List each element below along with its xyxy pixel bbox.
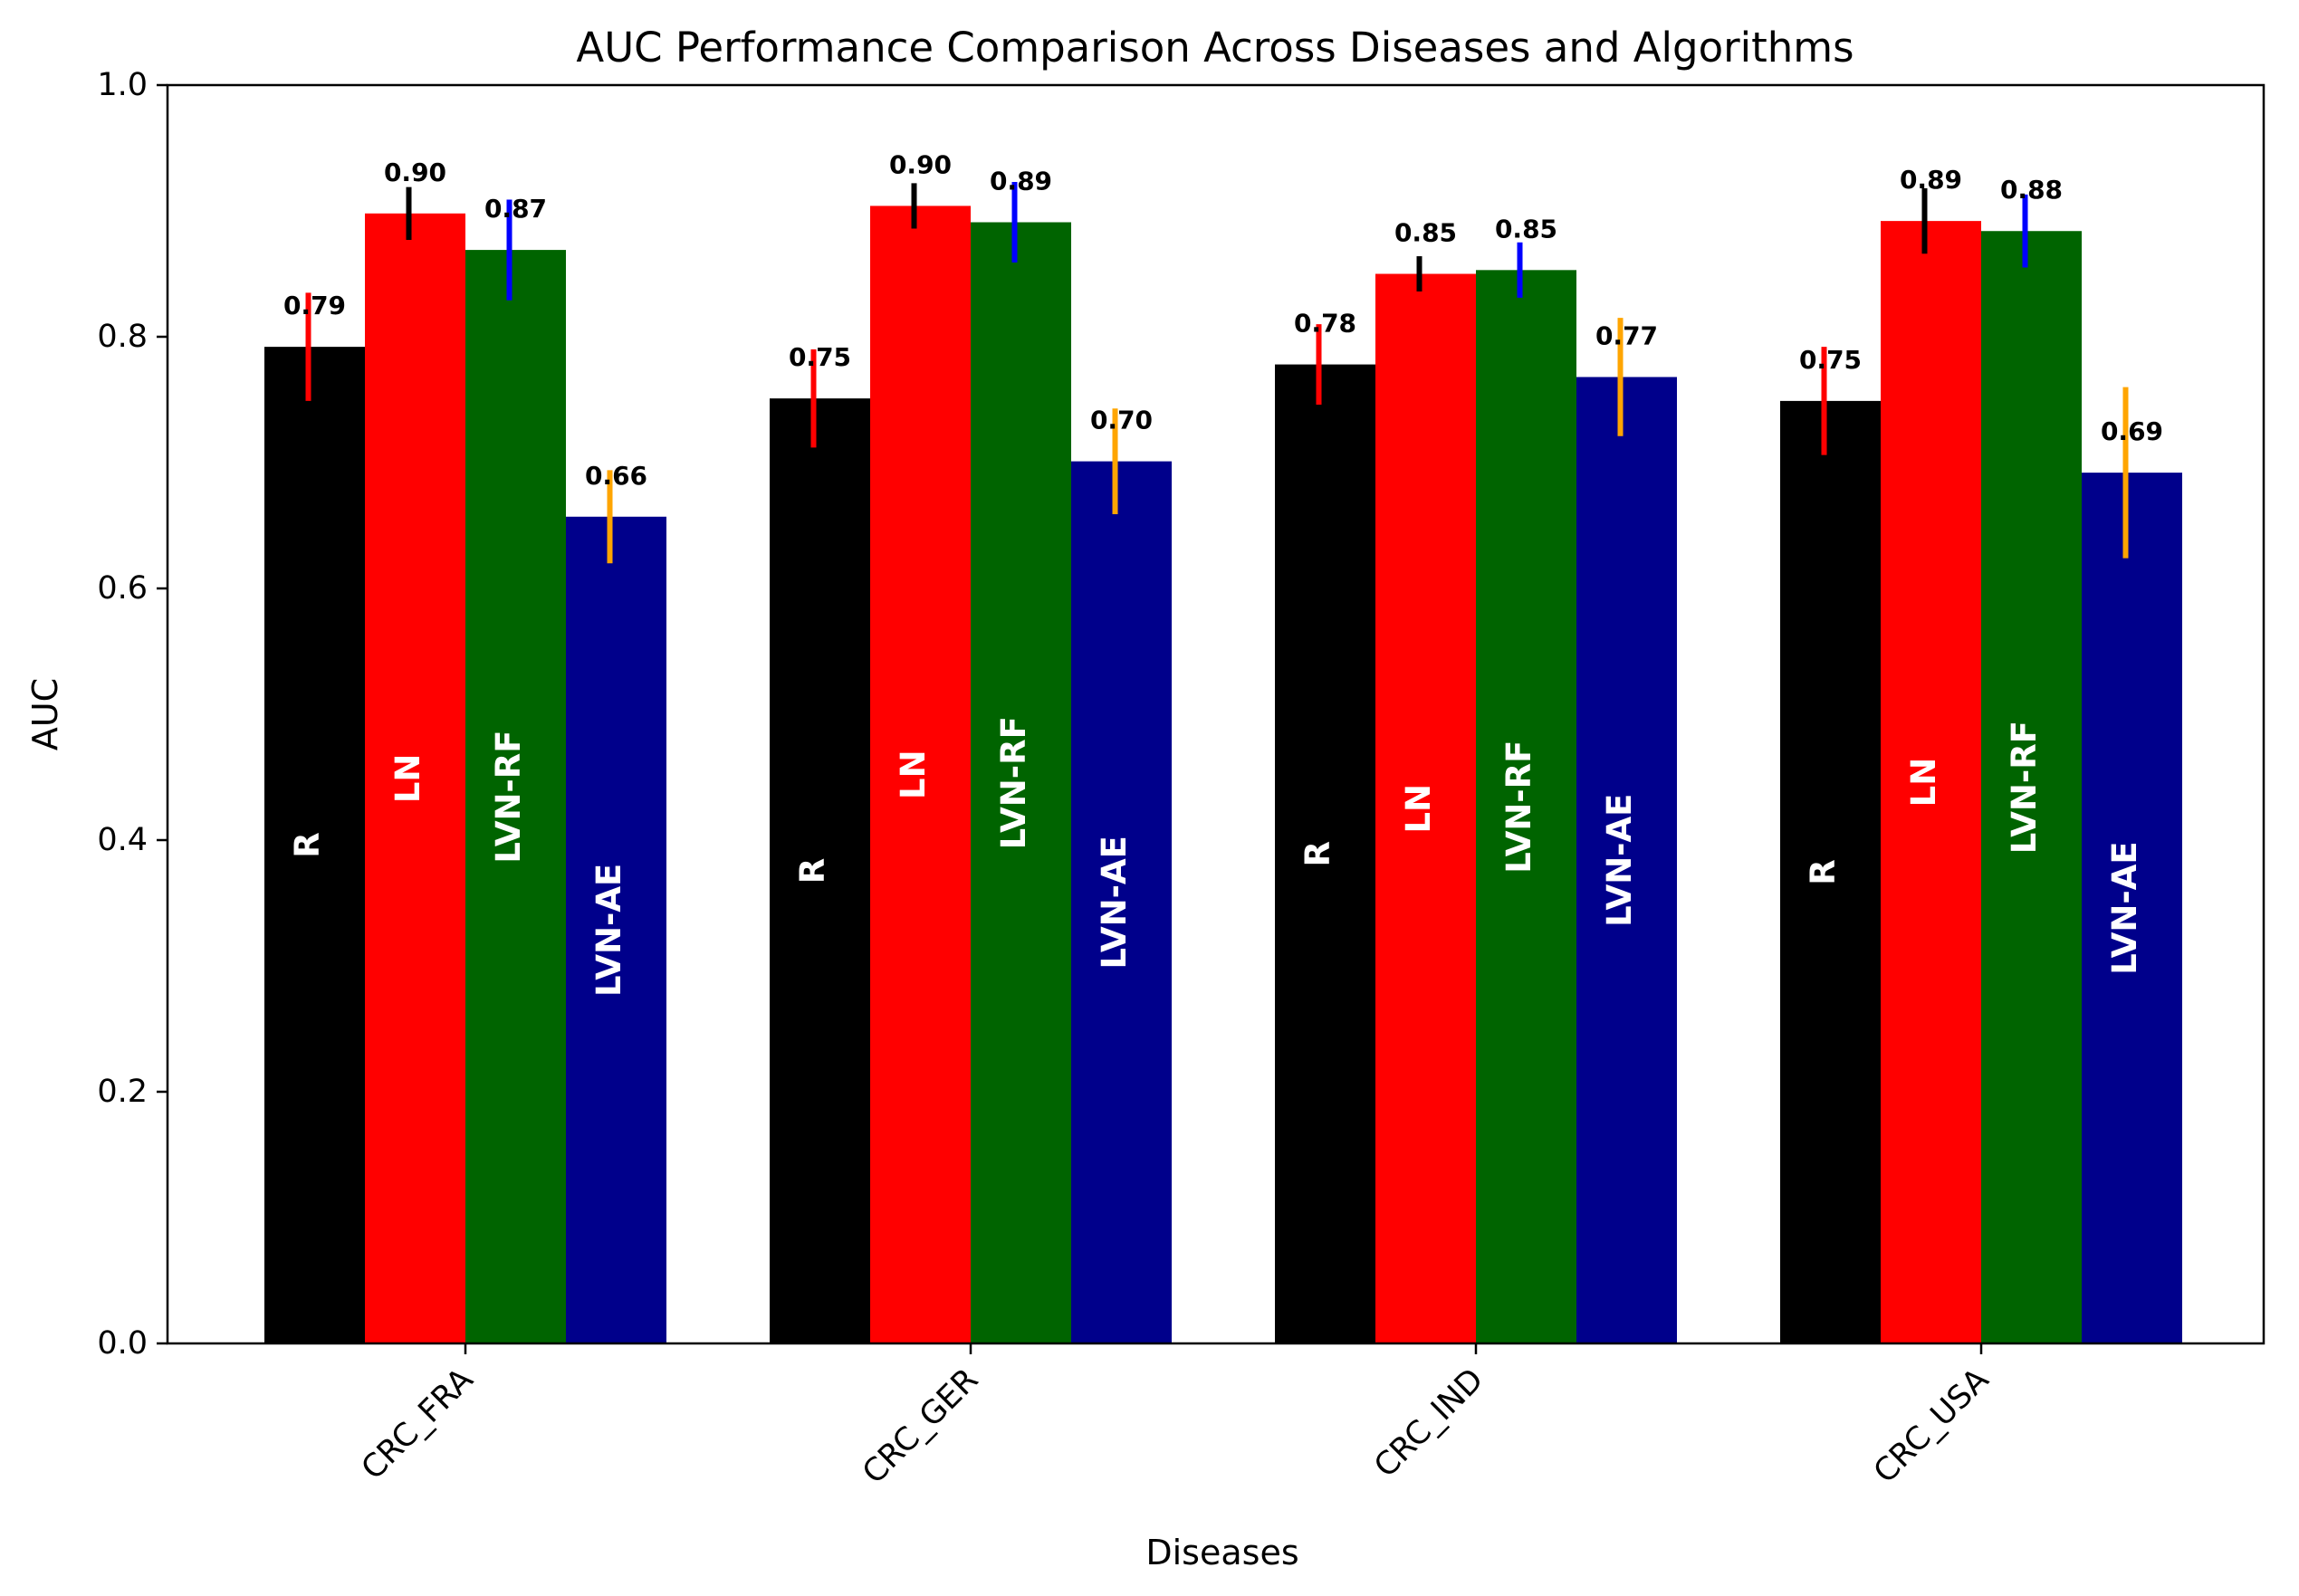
y-tick-label: 0.4: [97, 822, 148, 858]
bar-series-label: LVN-AE: [1095, 836, 1134, 969]
bar-LVN-AE-CRC_USA: [2082, 473, 2182, 1343]
y-axis-label: AUC: [25, 678, 65, 750]
bar-R-CRC_FRA: [264, 347, 365, 1343]
bar-R-CRC_USA: [1780, 400, 1881, 1343]
value-label: 0.85: [1394, 218, 1457, 248]
value-label: 0.90: [889, 149, 952, 179]
bar-series-label: LN: [1904, 758, 1943, 808]
y-tick-label: 0.8: [97, 319, 148, 355]
value-label: 0.70: [1090, 406, 1153, 435]
value-label: 0.85: [1495, 214, 1557, 244]
bar-series-label: R: [288, 832, 327, 858]
value-label: 0.66: [585, 461, 647, 491]
plot-frame: [166, 83, 2265, 1345]
bar-LVN-RF-CRC_GER: [971, 222, 1071, 1343]
bar-LN-CRC_USA: [1881, 221, 1981, 1343]
value-label: 0.79: [283, 291, 346, 320]
errorbars-layer: [305, 182, 2129, 564]
bar-LVN-RF-CRC_USA: [1981, 231, 2082, 1344]
bar-series-label: LVN-AE: [589, 864, 628, 997]
bar-LVN-AE-CRC_FRA: [566, 516, 666, 1343]
value-label: 0.89: [990, 167, 1052, 196]
value-labels-layer: 0.79 0.90 0.87 0.66 0.75 0.90 0.89 0.70 0.78 0.85…: [283, 149, 2163, 490]
bar-labels-layer: R LN LVN-RF LVN-AE R LN LVN-RF LVN-AE R LN LVN-RF L…: [288, 716, 2144, 997]
y-tick-label: 0.2: [97, 1074, 148, 1110]
bar-LVN-AE-CRC_IND: [1576, 377, 1677, 1344]
bar-LN-CRC_FRA: [365, 213, 465, 1343]
bar-series-label: LVN-RF: [489, 730, 528, 863]
bar-series-label: LVN-AE: [2105, 841, 2144, 974]
chart-title: AUC Performance Comparison Across Diseas…: [576, 24, 1854, 72]
bar-R-CRC_IND: [1275, 364, 1375, 1344]
bar-series-label: LVN-RF: [994, 716, 1033, 849]
bars-layer: [264, 205, 2182, 1344]
x-axis-label: Diseases: [1145, 1533, 1298, 1572]
bar-R-CRC_GER: [770, 398, 870, 1343]
value-label: 0.75: [1799, 345, 1862, 375]
bar-series-label: LN: [894, 750, 933, 799]
value-label: 0.88: [2000, 175, 2063, 205]
bar-LVN-RF-CRC_IND: [1476, 270, 1576, 1344]
value-label: 0.78: [1294, 309, 1356, 339]
value-label: 0.87: [484, 194, 547, 224]
value-label: 0.90: [384, 158, 446, 187]
y-tick-label: 0.0: [97, 1325, 148, 1362]
value-label: 0.89: [1900, 165, 1962, 195]
value-label: 0.75: [789, 342, 851, 372]
value-label: 0.77: [1595, 320, 1658, 350]
value-label: 0.69: [2101, 416, 2163, 446]
bar-LN-CRC_GER: [870, 205, 971, 1344]
bar-LVN-AE-CRC_GER: [1071, 461, 1172, 1343]
bar-series-label: LVN-AE: [1600, 794, 1639, 927]
bar-series-label: LN: [388, 754, 427, 804]
bar-LN-CRC_IND: [1375, 273, 1476, 1343]
bar-series-label: LVN-RF: [2005, 721, 2044, 854]
y-tick-label: 1.0: [97, 67, 148, 103]
bar-series-label: R: [793, 858, 832, 884]
bar-series-label: LN: [1399, 784, 1438, 834]
bar-series-label: R: [1298, 841, 1337, 867]
bar-series-label: R: [1804, 859, 1843, 885]
y-tick-label: 0.6: [97, 570, 148, 607]
bar-LVN-RF-CRC_FRA: [465, 250, 566, 1344]
y-axis: 0.0 0.2 0.4 0.6 0.8 1.0: [97, 67, 168, 1362]
bar-series-label: LVN-RF: [1499, 741, 1538, 874]
